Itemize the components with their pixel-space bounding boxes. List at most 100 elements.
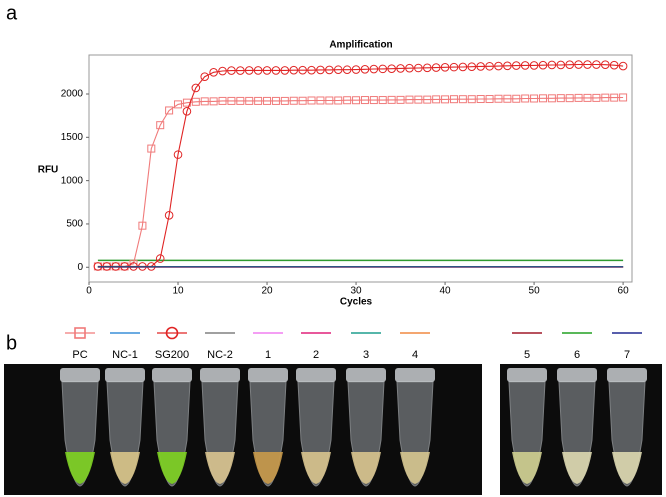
marker — [165, 326, 179, 340]
tube — [200, 368, 240, 487]
marker — [467, 95, 476, 104]
marker — [307, 65, 316, 75]
marker — [449, 62, 459, 72]
legend-label: 2 — [313, 349, 319, 361]
tube-cap — [607, 368, 647, 382]
series-line — [97, 63, 624, 267]
tube-cap — [200, 368, 240, 382]
marker — [334, 96, 343, 105]
tube-liquid — [612, 452, 642, 484]
marker — [280, 66, 290, 75]
marker — [387, 64, 396, 73]
tube — [507, 368, 547, 487]
marker — [155, 254, 165, 263]
y-tick-label: 1000 — [61, 175, 84, 186]
marker — [218, 66, 227, 76]
tube-liquid — [562, 452, 592, 484]
tube — [557, 368, 597, 487]
marker — [236, 96, 245, 105]
marker — [298, 65, 307, 75]
marker — [458, 62, 468, 72]
marker — [414, 95, 423, 104]
legend-label: SG200 — [155, 349, 189, 361]
tube-liquid — [205, 452, 235, 484]
marker — [610, 93, 619, 102]
tube — [60, 368, 100, 487]
y-tick-label: 0 — [77, 262, 83, 273]
x-tick-label: 20 — [261, 286, 273, 297]
marker — [209, 68, 218, 77]
tube-liquid — [512, 452, 542, 484]
plot-frame — [88, 54, 633, 283]
marker — [378, 96, 387, 105]
marker — [253, 66, 263, 75]
marker — [307, 96, 316, 105]
marker — [529, 61, 539, 70]
marker — [538, 60, 548, 70]
marker — [191, 83, 201, 93]
marker — [574, 60, 583, 69]
tube-cap — [395, 368, 435, 382]
marker — [289, 65, 299, 75]
marker — [316, 96, 325, 105]
marker — [156, 121, 165, 130]
legend-label: 1 — [265, 349, 271, 361]
tube-cap — [346, 368, 386, 382]
marker — [538, 94, 547, 103]
tube-liquid — [157, 452, 187, 484]
x-tick-label: 0 — [86, 286, 92, 297]
marker — [520, 61, 530, 70]
marker — [556, 94, 565, 103]
marker — [369, 64, 379, 74]
marker — [556, 60, 566, 70]
legend-label: NC-2 — [207, 349, 233, 361]
marker — [262, 66, 272, 75]
marker — [414, 63, 423, 73]
y-tick-label: 1500 — [61, 132, 84, 143]
tube-cap — [557, 368, 597, 382]
legend-label: 3 — [363, 349, 369, 361]
marker — [360, 96, 369, 105]
tube — [296, 368, 336, 487]
legend-label: 6 — [574, 349, 580, 361]
marker — [432, 95, 441, 104]
marker — [263, 96, 272, 105]
marker — [174, 100, 183, 109]
marker — [165, 106, 174, 115]
marker — [218, 96, 227, 105]
y-axis-label: RFU — [38, 165, 59, 176]
marker — [200, 97, 209, 106]
marker — [583, 93, 592, 102]
chart-title: Amplification — [329, 40, 392, 51]
marker — [423, 95, 432, 104]
marker — [369, 96, 378, 105]
marker — [147, 144, 156, 153]
marker — [405, 63, 414, 73]
legend-label: 7 — [624, 349, 630, 361]
marker — [405, 95, 414, 104]
marker — [298, 96, 307, 105]
marker — [360, 64, 370, 74]
marker — [325, 96, 334, 105]
legend-label: 4 — [412, 349, 418, 361]
tube — [152, 368, 192, 487]
marker — [325, 65, 334, 75]
tube-liquid — [110, 452, 140, 484]
marker — [138, 221, 147, 230]
series-line — [97, 96, 624, 267]
marker — [619, 93, 628, 102]
marker — [342, 65, 352, 75]
marker — [352, 96, 361, 105]
tube — [248, 368, 288, 487]
x-tick-label: 60 — [618, 286, 630, 297]
marker — [521, 94, 530, 103]
marker — [396, 64, 405, 73]
legend-label: 5 — [524, 349, 530, 361]
panel-label: b — [6, 332, 17, 354]
marker — [592, 60, 601, 69]
marker — [601, 93, 610, 102]
marker — [236, 66, 245, 75]
marker — [200, 72, 210, 81]
marker — [182, 107, 192, 116]
marker — [530, 94, 539, 103]
